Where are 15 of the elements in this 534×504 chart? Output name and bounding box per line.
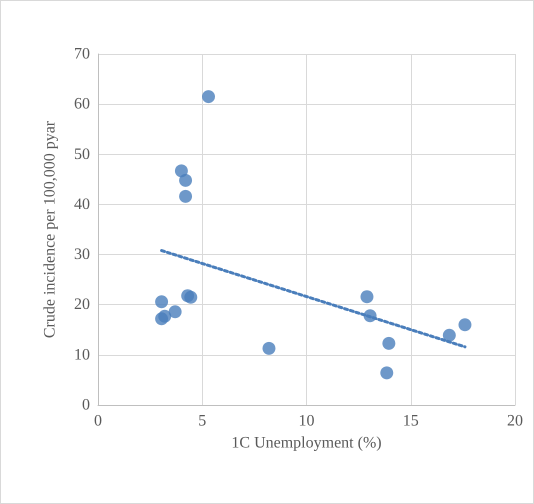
y-tick-label: 20 (74, 296, 90, 314)
y-tick-label: 50 (74, 146, 90, 163)
y-axis-title: Crude incidence per 100,000 pyar (42, 120, 58, 338)
x-tick-label: 0 (94, 412, 102, 430)
y-tick-label: 10 (74, 346, 90, 364)
y-tick-label: 0 (82, 396, 90, 414)
x-axis-title: 1C Unemployment (%) (231, 434, 382, 452)
x-tick-label: 20 (507, 412, 523, 430)
x-tick-label: 10 (298, 412, 314, 430)
y-tick-label: 30 (74, 246, 90, 264)
x-tick-label: 15 (402, 412, 419, 430)
x-tick-label: 5 (198, 412, 206, 430)
y-tick-label: 70 (74, 46, 90, 62)
y-tick-label: 40 (74, 196, 90, 213)
y-tick-label: 60 (74, 96, 90, 113)
